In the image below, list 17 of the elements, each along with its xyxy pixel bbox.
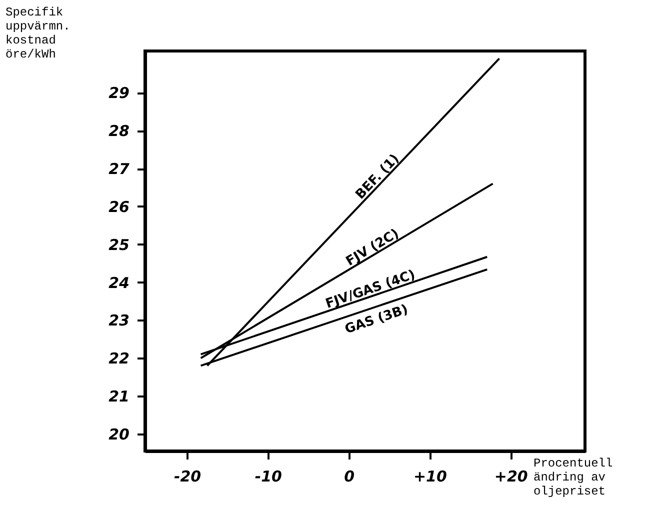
x-tick-label: +10 (413, 468, 447, 486)
y-tick-label: 22 (108, 350, 130, 368)
x-axis-title: Procentuell ändring av oljepriset (534, 456, 613, 498)
y-tick-label: 25 (108, 236, 130, 254)
y-tick-label: 21 (108, 388, 130, 406)
x-tick-label: +20 (494, 468, 528, 486)
y-axis-title: Specifik uppvärmn. kostnad öre/kWh (6, 6, 70, 62)
x-tick-label: 0 (344, 468, 355, 486)
x-tick-label: -10 (254, 468, 282, 486)
y-tick-label: 27 (108, 160, 130, 178)
x-tick-label: -20 (174, 468, 202, 486)
y-tick-label: 20 (108, 425, 130, 444)
y-tick-label: 24 (108, 274, 130, 292)
y-tick-label: 29 (108, 84, 130, 102)
y-tick-label: 23 (108, 312, 130, 330)
y-tick-label: 26 (108, 198, 130, 216)
y-tick-label: 28 (108, 122, 130, 140)
